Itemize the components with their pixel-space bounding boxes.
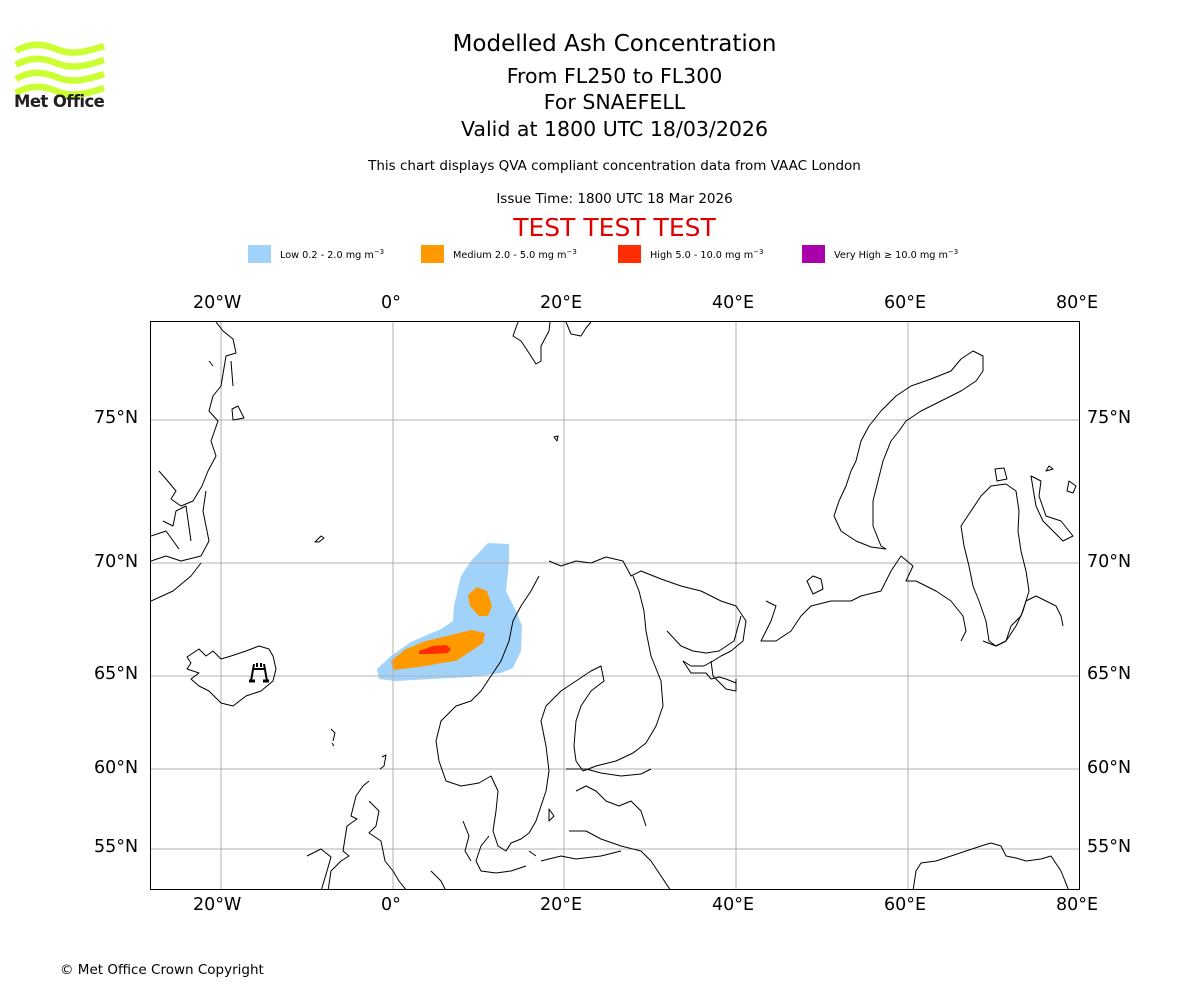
lon-tick-top-20w: 20°W bbox=[193, 293, 242, 313]
coastline-iceland bbox=[186, 645, 277, 707]
lat-tick-left-65n: 65°N bbox=[94, 664, 139, 684]
coastline-faroes bbox=[330, 728, 336, 747]
legend-label-medium: Medium 2.0 - 5.0 mg m bbox=[453, 249, 567, 261]
valid-time: Valid at 1800 UTC 18/03/2026 bbox=[460, 117, 769, 141]
lon-tick-top-60e: 60°E bbox=[884, 293, 927, 313]
ash-area-medium-north bbox=[468, 587, 492, 616]
legend-item-high: High 5.0 - 10.0 mg m−3 bbox=[618, 244, 764, 264]
coastline-yamal bbox=[960, 483, 1030, 647]
map-canvas bbox=[151, 322, 1079, 889]
legend-label-low: Low 0.2 - 2.0 mg m bbox=[280, 249, 374, 261]
lat-tick-left-60n: 60°N bbox=[94, 758, 139, 778]
test-banner: TEST TEST TEST bbox=[513, 213, 716, 242]
legend-item-very-high: Very High ≥ 10.0 mg m−3 bbox=[802, 244, 958, 264]
coastline-gydan bbox=[1030, 465, 1077, 542]
lon-tick-top-20e: 20°E bbox=[540, 293, 583, 313]
lat-tick-left-70n: 70°N bbox=[94, 552, 139, 572]
legend-item-medium: Medium 2.0 - 5.0 mg m−3 bbox=[421, 244, 577, 264]
lon-tick-bottom-20e: 20°E bbox=[540, 895, 583, 915]
coastline-white-sea bbox=[666, 615, 742, 692]
lon-tick-top-80e: 80°E bbox=[1056, 293, 1099, 313]
ash-area-high bbox=[419, 645, 451, 654]
chart-title: Modelled Ash Concentration bbox=[452, 31, 777, 57]
lon-tick-bottom-20w: 20°W bbox=[193, 895, 242, 915]
flight-level-range: From FL250 to FL300 bbox=[506, 64, 723, 88]
lon-tick-bottom-60e: 60°E bbox=[884, 895, 927, 915]
lon-tick-bottom-40e: 40°E bbox=[712, 895, 755, 915]
coastline-bear-island bbox=[553, 435, 559, 442]
coastline-greenland bbox=[151, 322, 245, 602]
legend-swatch-low bbox=[248, 245, 271, 263]
coastline-novaya-zemlya bbox=[833, 350, 984, 550]
lat-tick-right-75n: 75°N bbox=[1087, 408, 1132, 428]
coastline-ireland bbox=[306, 848, 332, 889]
legend-swatch-high bbox=[618, 245, 641, 263]
lat-tick-right-55n: 55°N bbox=[1087, 837, 1132, 857]
issue-time: Issue Time: 1800 UTC 18 Mar 2026 bbox=[496, 191, 733, 207]
volcano-name: For SNAEFELL bbox=[543, 90, 686, 114]
coastline-shetland bbox=[379, 754, 387, 770]
coastline-kara-southeast bbox=[912, 842, 1069, 889]
copyright-notice: © Met Office Crown Copyright bbox=[60, 962, 264, 978]
met-office-logo-text: Met Office bbox=[14, 92, 105, 111]
met-office-logo-icon bbox=[14, 41, 106, 98]
legend-swatch-very-high bbox=[802, 245, 825, 263]
legend-label-very-high: Very High ≥ 10.0 mg m bbox=[834, 249, 948, 261]
coastline-svalbard bbox=[512, 322, 592, 365]
legend-label-high: High 5.0 - 10.0 mg m bbox=[650, 249, 754, 261]
coastline-ob-islands bbox=[994, 467, 1008, 482]
volcano-icon bbox=[249, 663, 269, 683]
coastline-jan-mayen bbox=[314, 535, 325, 543]
chart-subtitle: This chart displays QVA compliant concen… bbox=[368, 158, 861, 174]
lat-tick-right-70n: 70°N bbox=[1087, 552, 1132, 572]
legend-swatch-medium bbox=[421, 245, 444, 263]
coastline-great-britain bbox=[327, 780, 407, 889]
lat-tick-left-55n: 55°N bbox=[94, 837, 139, 857]
lat-tick-left-75n: 75°N bbox=[94, 408, 139, 428]
coastline-scandinavia bbox=[435, 556, 747, 852]
lat-tick-right-60n: 60°N bbox=[1087, 758, 1132, 778]
graticule bbox=[151, 322, 1079, 889]
lon-tick-bottom-0: 0° bbox=[381, 895, 401, 915]
coastline-baltic-states bbox=[430, 768, 671, 889]
lat-tick-right-65n: 65°N bbox=[1087, 664, 1132, 684]
lon-tick-bottom-80e: 80°E bbox=[1056, 895, 1099, 915]
legend-item-low: Low 0.2 - 2.0 mg m−3 bbox=[248, 244, 384, 264]
coastline-russia-arctic bbox=[760, 555, 1064, 647]
lon-tick-top-40e: 40°E bbox=[712, 293, 755, 313]
ash-concentration-map[interactable] bbox=[150, 321, 1080, 890]
coastlines bbox=[151, 322, 1077, 889]
lon-tick-top-0: 0° bbox=[381, 293, 401, 313]
